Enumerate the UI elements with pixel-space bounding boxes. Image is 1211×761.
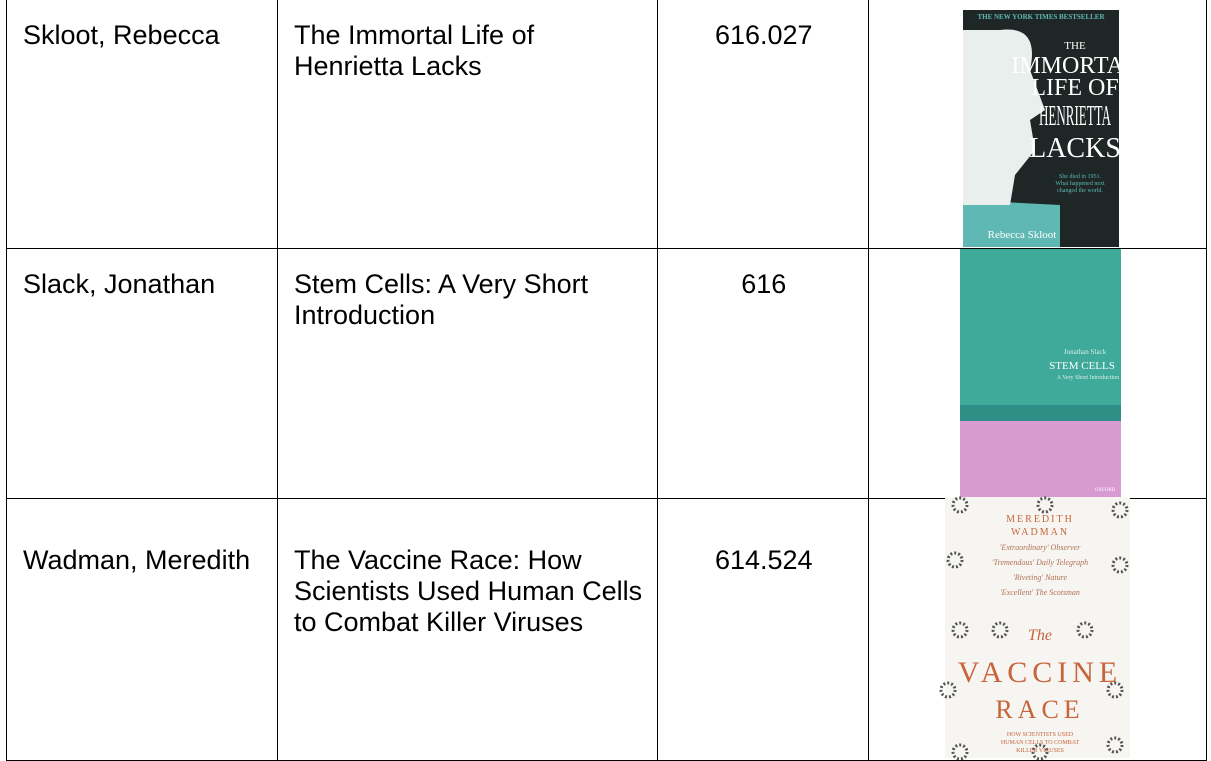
cover-author: Rebecca Skloot: [988, 229, 1057, 241]
cover-banner-text: THE NEW YORK TIMES BESTSELLER: [977, 13, 1105, 21]
cover-tagline: What happened next: [1055, 181, 1105, 187]
cover-tagline: She died in 1951.: [1059, 174, 1101, 180]
cover-title: HENRIETTA: [1039, 101, 1111, 132]
cover-tagline: changed the world.: [1057, 188, 1103, 194]
cover-quote: 'Riveting' Nature: [1013, 573, 1067, 582]
cover-quote: 'Extraordinary' Observer: [1000, 543, 1082, 552]
cover-quote: 'Tremendous' Daily Telegraph: [992, 558, 1088, 567]
covers: THE NEW YORK TIMES BESTSELLERTHEIMMORTAL…: [0, 0, 1211, 760]
cover-publisher: OXFORD: [1095, 488, 1116, 493]
cover-title: The: [1028, 627, 1052, 644]
cover-title: VACCINE: [958, 656, 1122, 689]
cover-title: RACE: [995, 695, 1084, 724]
cover-subtitle: HOW SCIENTISTS USED: [1007, 732, 1074, 738]
cover-author: Jonathan Slack: [1064, 348, 1107, 356]
cover-title: STEM CELLS: [1049, 360, 1115, 372]
cover-author: MEREDITH: [1006, 514, 1074, 525]
cover-bottom: [960, 421, 1121, 497]
cover-title: LACKS: [1029, 133, 1121, 164]
cover-author: WADMAN: [1011, 527, 1069, 538]
page: Skloot, RebeccaThe Immortal Life of Henr…: [0, 0, 1211, 760]
cover-subtitle: A Very Short Introduction: [1057, 375, 1119, 381]
cover-title: THE: [1064, 40, 1086, 52]
cover-subtitle: HUMAN CELLS TO COMBAT: [1001, 740, 1080, 746]
cover-top: [960, 249, 1121, 405]
cover-stripe: [960, 405, 1121, 421]
cover-title: LIFE OF: [1031, 75, 1118, 101]
cover-quote: 'Excellent' The Scotsman: [1000, 588, 1080, 597]
cover-subtitle: KILLER VIRUSES: [1016, 748, 1064, 754]
